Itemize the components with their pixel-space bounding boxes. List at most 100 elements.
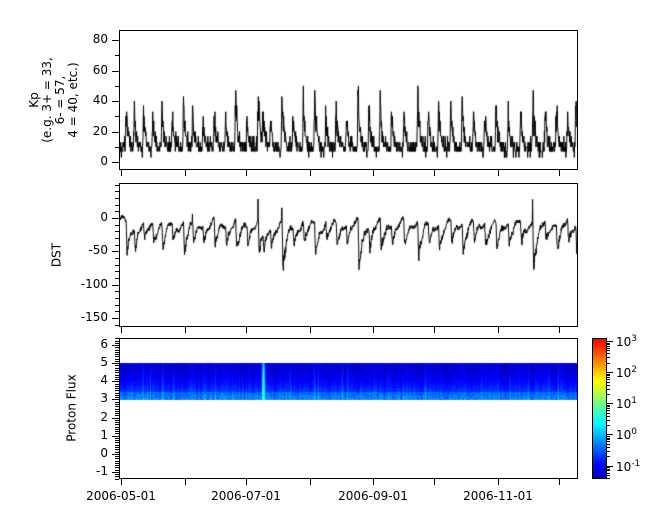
proton-y-minor-tick bbox=[115, 384, 119, 385]
dst-y-minor-tick bbox=[115, 198, 119, 199]
colorbar-minor-tick bbox=[607, 478, 610, 479]
proton-y-minor-tick bbox=[115, 402, 119, 403]
proton-y-minor-tick bbox=[115, 338, 119, 339]
dst-y-tick-label: -50 bbox=[88, 243, 108, 257]
dst-y-major-tick bbox=[112, 218, 119, 219]
proton-y-minor-tick bbox=[115, 456, 119, 457]
proton-y-tick-label: 2 bbox=[100, 410, 108, 424]
kp-series-canvas bbox=[120, 31, 577, 169]
proton-y-minor-tick bbox=[115, 424, 119, 425]
colorbar-minor-tick bbox=[607, 413, 610, 414]
proton-y-tick-label: 5 bbox=[100, 355, 108, 369]
proton-y-major-tick bbox=[112, 436, 119, 437]
colorbar-tick-label: 100 bbox=[616, 427, 638, 442]
proton-x-tick bbox=[498, 479, 499, 485]
proton-y-minor-tick bbox=[115, 395, 119, 396]
dst-series-canvas bbox=[120, 184, 577, 326]
colorbar-minor-tick bbox=[607, 444, 610, 445]
colorbar-minor-tick bbox=[607, 410, 610, 411]
proton-y-minor-tick bbox=[115, 368, 119, 369]
proton-y-minor-tick bbox=[115, 359, 119, 360]
colorbar-tick-label: 101 bbox=[616, 396, 638, 411]
colorbar-major-tick bbox=[607, 341, 613, 342]
colorbar-minor-tick bbox=[607, 379, 610, 380]
kp-x-tick bbox=[498, 170, 499, 176]
kp-y-minor-tick bbox=[115, 86, 119, 87]
dst-y-minor-tick bbox=[115, 291, 119, 292]
colorbar-minor-tick bbox=[607, 375, 610, 376]
dst-x-tick bbox=[246, 327, 247, 333]
proton-y-minor-tick bbox=[115, 393, 119, 394]
proton-y-minor-tick bbox=[115, 461, 119, 462]
proton-y-minor-tick bbox=[115, 445, 119, 446]
colorbar-tick-exponent: 2 bbox=[631, 365, 638, 375]
dst-y-minor-tick bbox=[115, 205, 119, 206]
proton-y-minor-tick bbox=[115, 379, 119, 380]
colorbar-minor-tick bbox=[607, 343, 610, 344]
proton-y-minor-tick bbox=[115, 354, 119, 355]
colorbar-minor-tick bbox=[607, 467, 610, 468]
colorbar-minor-tick bbox=[607, 405, 610, 406]
colorbar-minor-tick bbox=[607, 416, 610, 417]
colorbar-tick-label: 10-1 bbox=[616, 459, 641, 474]
x-tick-label: 2006-09-01 bbox=[338, 489, 408, 503]
colorbar-tick-exponent: -1 bbox=[631, 459, 641, 469]
colorbar-minor-tick bbox=[607, 389, 610, 390]
x-tick-label: 2006-11-01 bbox=[463, 489, 533, 503]
dst-x-tick bbox=[373, 327, 374, 333]
proton-y-minor-tick bbox=[115, 474, 119, 475]
kp-y-major-tick bbox=[112, 132, 119, 133]
colorbar bbox=[592, 338, 607, 479]
proton-y-minor-tick bbox=[115, 365, 119, 366]
dst-y-minor-tick bbox=[115, 245, 119, 246]
dst-y-minor-tick bbox=[115, 271, 119, 272]
proton-y-minor-tick bbox=[115, 413, 119, 414]
proton-y-minor-tick bbox=[115, 452, 119, 453]
colorbar-minor-tick bbox=[607, 348, 610, 349]
kp-y-tick-label: 0 bbox=[100, 154, 108, 168]
colorbar-minor-tick bbox=[607, 346, 610, 347]
dst-y-minor-tick bbox=[115, 258, 119, 259]
x-tick-label: 2006-05-01 bbox=[86, 489, 156, 503]
proton-x-tick bbox=[185, 479, 186, 485]
colorbar-minor-tick bbox=[607, 438, 610, 439]
colorbar-minor-tick bbox=[607, 350, 610, 351]
colorbar-minor-tick bbox=[607, 420, 610, 421]
dst-y-tick-label: 0 bbox=[100, 210, 108, 224]
proton-y-tick-label: 4 bbox=[100, 373, 108, 387]
proton-y-minor-tick bbox=[115, 377, 119, 378]
colorbar-minor-tick bbox=[607, 451, 610, 452]
colorbar-tick-exponent: 1 bbox=[631, 396, 638, 406]
colorbar-major-tick bbox=[607, 403, 613, 404]
dst-x-tick bbox=[121, 327, 122, 333]
proton-y-minor-tick bbox=[115, 438, 119, 439]
kp-y-minor-tick bbox=[115, 147, 119, 148]
dst-panel bbox=[119, 183, 578, 327]
proton-y-major-tick bbox=[112, 381, 119, 382]
kp-axis-label: Kp (e.g. 3+ = 33, 6- = 57, 4 = 40, etc.) bbox=[27, 57, 80, 143]
proton-y-tick-label: 0 bbox=[100, 446, 108, 460]
dst-y-minor-tick bbox=[115, 238, 119, 239]
kp-y-tick-label: 40 bbox=[92, 93, 108, 107]
kp-panel bbox=[119, 30, 578, 170]
proton-y-minor-tick bbox=[115, 370, 119, 371]
kp-y-major-tick bbox=[112, 40, 119, 41]
proton-y-minor-tick bbox=[115, 442, 119, 443]
proton-x-tick bbox=[246, 479, 247, 485]
proton-y-minor-tick bbox=[115, 422, 119, 423]
colorbar-tick-label: 103 bbox=[616, 334, 638, 349]
proton-y-minor-tick bbox=[115, 343, 119, 344]
proton-y-major-tick bbox=[112, 472, 119, 473]
kp-x-tick bbox=[246, 170, 247, 176]
dst-x-tick bbox=[434, 327, 435, 333]
colorbar-minor-tick bbox=[607, 447, 610, 448]
dst-x-tick bbox=[310, 327, 311, 333]
proton-y-minor-tick bbox=[115, 390, 119, 391]
colorbar-minor-tick bbox=[607, 473, 610, 474]
proton-x-tick bbox=[310, 479, 311, 485]
kp-y-major-tick bbox=[112, 101, 119, 102]
kp-x-tick bbox=[373, 170, 374, 176]
dst-y-minor-tick bbox=[115, 185, 119, 186]
proton-y-minor-tick bbox=[115, 470, 119, 471]
proton-y-minor-tick bbox=[115, 361, 119, 362]
